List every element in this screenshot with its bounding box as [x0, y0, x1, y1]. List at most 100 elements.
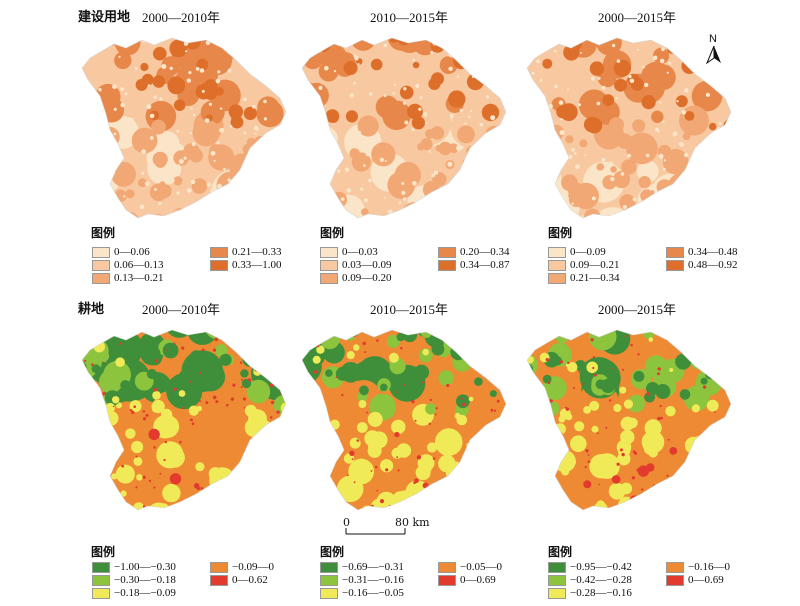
legend-label: −0.18—−0.09: [114, 587, 176, 599]
legend-label: 0.21—0.34: [570, 272, 620, 284]
legend-item: −0.31—−0.16: [320, 574, 404, 586]
legend-label: 0.06—0.13: [114, 259, 164, 271]
legend-label: 0.48—0.92: [688, 259, 738, 271]
legend-label: −0.42—−0.28: [570, 574, 632, 586]
legend-label: −0.95—−0.42: [570, 561, 632, 573]
legend-swatch: [320, 259, 338, 271]
legend-label: 0—0.06: [114, 246, 150, 258]
legend-swatch: [92, 587, 110, 599]
legend-swatch: [548, 259, 566, 271]
legend-label: 0.03—0.09: [342, 259, 392, 271]
legend-item: 0.21—0.33: [210, 246, 282, 258]
legend-swatch: [320, 574, 338, 586]
legend-swatch: [548, 246, 566, 258]
legend-swatch: [548, 272, 566, 284]
scale-bar: [345, 528, 406, 535]
legend-swatch: [210, 246, 228, 258]
row-label-construction: 建设用地: [78, 10, 131, 25]
map-cropland-2000-2010: [81, 329, 287, 511]
legend-item: 0—0.09: [548, 246, 606, 258]
legend-swatch: [666, 561, 684, 573]
legend-swatch: [666, 259, 684, 271]
legend-item: 0.03—0.09: [320, 259, 392, 271]
north-arrow-icon: [705, 45, 721, 65]
legend-item: 0.13—0.21: [92, 272, 164, 284]
legend-label: 0.13—0.21: [114, 272, 164, 284]
legend-swatch: [92, 272, 110, 284]
legend-swatch: [438, 574, 456, 586]
map-construction-2000-2010: [81, 37, 287, 219]
row-label-cropland: 耕地: [78, 302, 105, 317]
legend-swatch: [320, 561, 338, 573]
legend-label: 0—0.62: [232, 574, 268, 586]
legend-title-k3: 图例: [548, 545, 573, 559]
legend-title-k1: 图例: [91, 545, 116, 559]
legend-swatch: [438, 259, 456, 271]
period-title-4: 2000—2010年: [142, 302, 221, 317]
legend-swatch: [92, 574, 110, 586]
legend-item: 0—0.69: [666, 574, 724, 586]
legend-item: 0.09—0.21: [548, 259, 620, 271]
legend-item: −0.16—−0.05: [320, 587, 404, 599]
legend-label: −0.28—−0.16: [570, 587, 632, 599]
legend-label: 0—0.69: [460, 574, 496, 586]
legend-item: 0.09—0.20: [320, 272, 392, 284]
legend-item: −1.00—−0.30: [92, 561, 176, 573]
legend-swatch: [210, 259, 228, 271]
legend-item: 0.33—1.00: [210, 259, 282, 271]
period-title-3: 2000—2015年: [598, 10, 677, 25]
legend-item: −0.16—0: [666, 561, 730, 573]
period-title-2: 2010—2015年: [370, 10, 449, 25]
legend-swatch: [92, 259, 110, 271]
legend-item: 0.21—0.34: [548, 272, 620, 284]
legend-item: 0.06—0.13: [92, 259, 164, 271]
legend-swatch: [548, 574, 566, 586]
scale-zero: 0: [343, 516, 350, 529]
legend-item: 0.34—0.48: [666, 246, 738, 258]
legend-item: −0.18—−0.09: [92, 587, 176, 599]
legend-label: −1.00—−0.30: [114, 561, 176, 573]
legend-item: 0—0.69: [438, 574, 496, 586]
legend-title-c1: 图例: [91, 226, 116, 240]
legend-swatch: [666, 246, 684, 258]
legend-item: 0.34—0.87: [438, 259, 510, 271]
scale-end: 80 km: [395, 516, 430, 529]
legend-label: −0.16—−0.05: [342, 587, 404, 599]
legend-label: 0—0.09: [570, 246, 606, 258]
legend-item: 0.48—0.92: [666, 259, 738, 271]
legend-label: 0.34—0.87: [460, 259, 510, 271]
legend-swatch: [92, 246, 110, 258]
legend-label: 0.09—0.21: [570, 259, 620, 271]
legend-item: −0.05—0: [438, 561, 502, 573]
legend-item: 0—0.06: [92, 246, 150, 258]
legend-item: 0.20—0.34: [438, 246, 510, 258]
legend-label: 0—0.03: [342, 246, 378, 258]
legend-label: −0.69—−0.31: [342, 561, 404, 573]
legend-swatch: [320, 246, 338, 258]
legend-label: 0.20—0.34: [460, 246, 510, 258]
legend-item: −0.42—−0.28: [548, 574, 632, 586]
legend-label: −0.05—0: [460, 561, 502, 573]
legend-label: −0.09—0: [232, 561, 274, 573]
legend-title-k2: 图例: [320, 545, 345, 559]
legend-swatch: [210, 574, 228, 586]
north-label: N: [709, 33, 717, 45]
legend-item: 0—0.62: [210, 574, 268, 586]
legend-swatch: [210, 561, 228, 573]
period-title-1: 2000—2010年: [142, 10, 221, 25]
legend-item: −0.09—0: [210, 561, 274, 573]
legend-label: 0.33—1.00: [232, 259, 282, 271]
legend-label: 0—0.69: [688, 574, 724, 586]
legend-item: −0.28—−0.16: [548, 587, 632, 599]
legend-label: 0.09—0.20: [342, 272, 392, 284]
legend-swatch: [438, 561, 456, 573]
legend-swatch: [320, 272, 338, 284]
legend-swatch: [438, 246, 456, 258]
legend-item: −0.95—−0.42: [548, 561, 632, 573]
legend-swatch: [548, 561, 566, 573]
map-construction-2010-2015: [301, 37, 507, 219]
legend-item: 0—0.03: [320, 246, 378, 258]
legend-item: −0.30—−0.18: [92, 574, 176, 586]
legend-label: −0.16—0: [688, 561, 730, 573]
period-title-6: 2000—2015年: [598, 302, 677, 317]
